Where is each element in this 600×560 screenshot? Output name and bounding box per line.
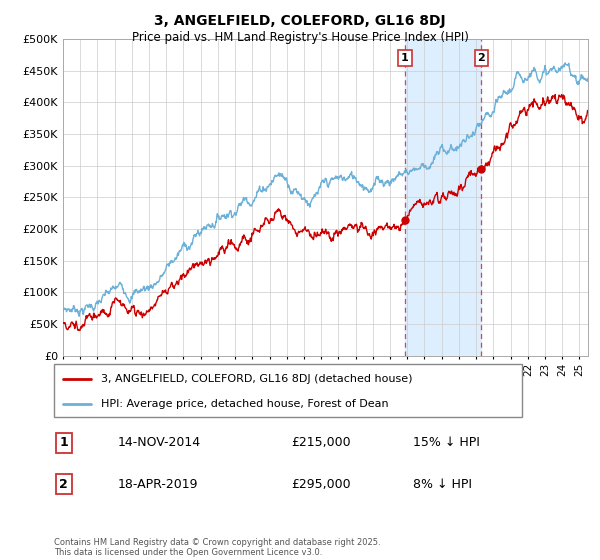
Text: Price paid vs. HM Land Registry's House Price Index (HPI): Price paid vs. HM Land Registry's House … — [131, 31, 469, 44]
Text: 14-NOV-2014: 14-NOV-2014 — [118, 436, 200, 449]
Text: 3, ANGELFIELD, COLEFORD, GL16 8DJ: 3, ANGELFIELD, COLEFORD, GL16 8DJ — [154, 14, 446, 28]
Text: £215,000: £215,000 — [292, 436, 351, 449]
Text: 3, ANGELFIELD, COLEFORD, GL16 8DJ (detached house): 3, ANGELFIELD, COLEFORD, GL16 8DJ (detac… — [101, 374, 412, 384]
Text: 8% ↓ HPI: 8% ↓ HPI — [413, 478, 472, 491]
Bar — [405, 39, 481, 356]
Text: HPI: Average price, detached house, Forest of Dean: HPI: Average price, detached house, Fore… — [101, 399, 388, 409]
Text: 18-APR-2019: 18-APR-2019 — [118, 478, 198, 491]
Text: £295,000: £295,000 — [292, 478, 351, 491]
Text: 15% ↓ HPI: 15% ↓ HPI — [413, 436, 480, 449]
FancyBboxPatch shape — [54, 364, 522, 417]
Text: 2: 2 — [59, 478, 68, 491]
Text: 1: 1 — [401, 53, 409, 63]
Text: Contains HM Land Registry data © Crown copyright and database right 2025.
This d: Contains HM Land Registry data © Crown c… — [54, 538, 380, 557]
Text: 1: 1 — [59, 436, 68, 449]
Text: 2: 2 — [478, 53, 485, 63]
